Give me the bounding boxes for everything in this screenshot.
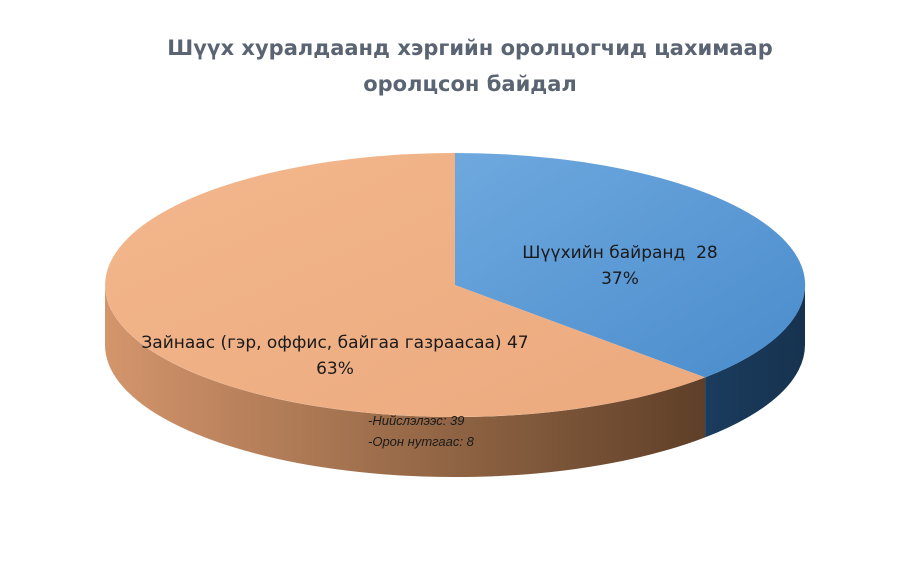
data-label-courthouse: Шүүхийн байранд 28 37% (495, 240, 745, 292)
remote-breakdown-note: -Нийслэлээс: 39 -Орон нутгаас: 8 (368, 410, 474, 452)
data-label-remote: Зайнаас (гэр, оффис, байгаа газраасаа) 4… (110, 330, 560, 382)
slice-label-courthouse: Шүүхийн байранд (522, 243, 686, 263)
slice-percent-courthouse: 37% (601, 269, 639, 289)
chart-title: Шүүх хуралдаанд хэргийн оролцогчид цахим… (140, 30, 800, 102)
slice-value-courthouse: 28 (696, 243, 718, 263)
pie-slice-remote (105, 153, 706, 417)
slice-percent-remote: 63% (316, 359, 354, 379)
data-label-courthouse-text: Шүүхийн байранд 28 (495, 240, 745, 266)
pie-slice-courthouse (455, 152, 806, 378)
note-line-capital: -Нийслэлээс: 39 (368, 413, 465, 428)
chart-title-line-2: оролцсон байдал (363, 72, 577, 96)
pie-slice-side-remote (104, 285, 706, 478)
chart-title-line-1: Шүүх хуралдаанд хэргийн оролцогчид цахим… (167, 36, 773, 60)
note-line-rural: -Орон нутгаас: 8 (368, 434, 474, 449)
slice-label-remote: Зайнаас (гэр, оффис, байгаа газраасаа) (141, 333, 502, 353)
pie-slice-side-courthouse (705, 285, 806, 438)
data-label-remote-text: Зайнаас (гэр, оффис, байгаа газраасаа) 4… (110, 330, 560, 356)
slice-value-remote: 47 (506, 333, 529, 353)
